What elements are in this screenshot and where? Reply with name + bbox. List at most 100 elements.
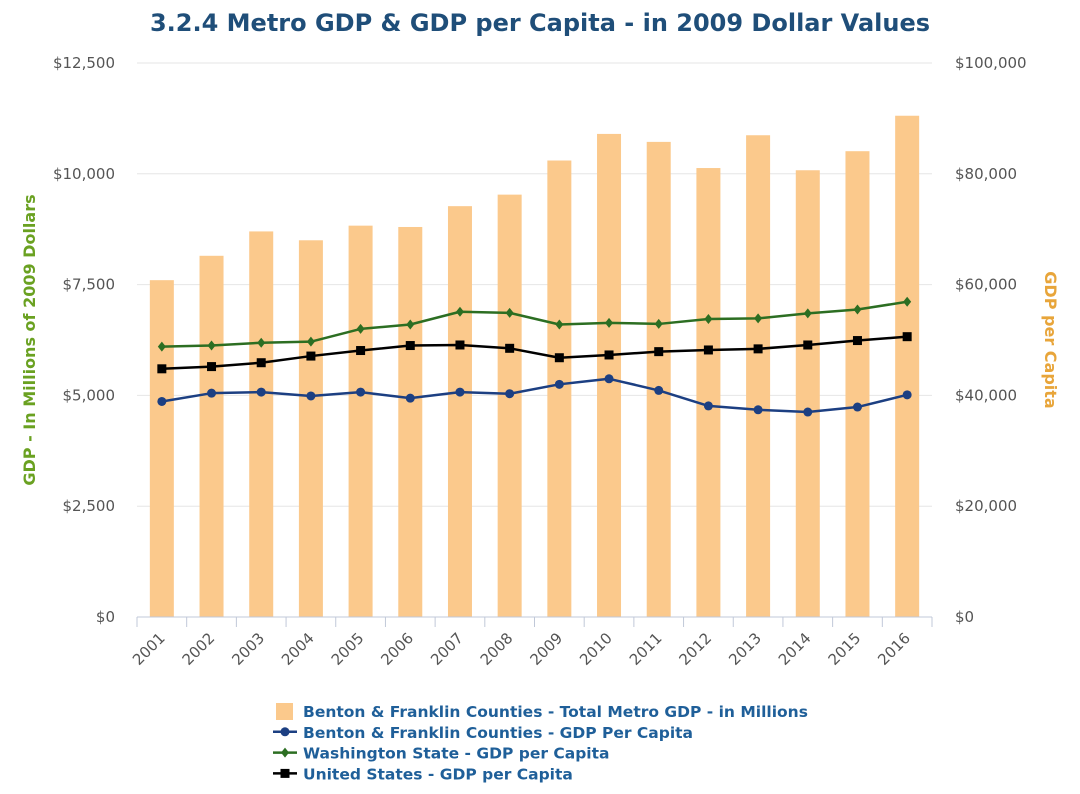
bar xyxy=(845,151,870,618)
data-point xyxy=(654,318,663,329)
data-point xyxy=(455,387,465,397)
series-line xyxy=(161,335,908,371)
data-point xyxy=(803,340,813,350)
y-left-tick-label: $7,500 xyxy=(63,276,116,294)
x-tick-label: 2014 xyxy=(775,629,815,669)
data-point xyxy=(257,337,266,348)
y-right-tick-label: $40,000 xyxy=(955,386,1017,404)
series-line xyxy=(161,300,908,348)
y-right-tick-label: $20,000 xyxy=(955,497,1017,515)
data-point xyxy=(554,353,564,363)
data-point xyxy=(902,332,912,342)
data-point xyxy=(207,362,217,372)
y-right-tick-label: $60,000 xyxy=(955,276,1017,294)
x-tick-label: 2001 xyxy=(129,629,169,669)
x-tick-label: 2007 xyxy=(427,629,467,669)
x-tick-label: 2003 xyxy=(228,629,268,669)
bar xyxy=(746,135,771,618)
data-point xyxy=(256,358,266,368)
data-point xyxy=(356,323,365,334)
data-point xyxy=(157,364,167,374)
legend-label: Benton & Franklin Counties - GDP Per Cap… xyxy=(303,724,693,742)
data-point xyxy=(505,343,515,353)
data-point xyxy=(852,336,862,346)
x-tick-label: 2004 xyxy=(278,629,318,669)
data-point xyxy=(405,393,415,403)
series-line xyxy=(161,377,908,414)
y-left-tick-label: $5,000 xyxy=(63,386,116,404)
bar xyxy=(398,226,423,617)
data-point xyxy=(455,306,464,317)
legend-swatch xyxy=(276,703,293,720)
data-point xyxy=(405,341,415,351)
bar xyxy=(447,206,472,617)
x-tick-label: 2012 xyxy=(676,629,716,669)
data-point xyxy=(157,341,166,352)
data-point xyxy=(256,387,266,397)
x-tick-label: 2009 xyxy=(526,629,566,669)
data-point xyxy=(306,391,316,401)
x-tick-label: 2005 xyxy=(328,629,368,669)
axes: $0 $2,500 $5,000 $7,500 $10,000 $12,500 $0 $20,… xyxy=(53,54,1027,669)
legend-label: Benton & Franklin Counties - Total Metro… xyxy=(303,703,808,721)
data-point xyxy=(505,307,514,318)
bar xyxy=(149,280,174,617)
data-point xyxy=(753,405,763,415)
data-point xyxy=(703,401,713,411)
x-tick-label: 2006 xyxy=(377,629,417,669)
data-point xyxy=(902,390,912,400)
bar xyxy=(348,225,373,617)
data-point xyxy=(356,387,366,397)
data-point xyxy=(356,346,366,356)
bar xyxy=(497,194,522,617)
data-point xyxy=(753,344,763,354)
bar xyxy=(199,255,224,618)
data-point xyxy=(555,319,564,330)
legend-label: United States - GDP per Capita xyxy=(303,765,573,783)
data-point xyxy=(852,402,862,412)
chart-title: 3.2.4 Metro GDP & GDP per Capita - in 20… xyxy=(150,9,930,37)
data-point xyxy=(207,388,217,398)
y-left-tick-label: $0 xyxy=(96,608,115,626)
data-point xyxy=(654,347,664,357)
x-tick-label: 2010 xyxy=(576,629,616,669)
data-point xyxy=(207,340,216,351)
data-point xyxy=(505,389,515,399)
legend-label: Washington State - GDP per Capita xyxy=(303,745,609,763)
x-tick-label: 2011 xyxy=(626,629,666,669)
y-left-tick-label: $12,500 xyxy=(53,54,115,72)
y-right-tick-label: $0 xyxy=(955,608,974,626)
data-point xyxy=(604,374,614,384)
y-right-tick-label: $80,000 xyxy=(955,165,1017,183)
data-point xyxy=(157,396,167,406)
data-point xyxy=(853,304,862,315)
x-tick-label: 2002 xyxy=(179,629,219,669)
data-point xyxy=(406,319,415,330)
y-axis-right-label: GDP per Capita xyxy=(1041,271,1060,408)
data-point xyxy=(605,317,614,328)
x-tick-label: 2013 xyxy=(725,629,765,669)
bar xyxy=(298,240,323,617)
bar xyxy=(795,170,820,617)
data-point xyxy=(306,351,316,361)
data-point xyxy=(903,296,912,307)
y-axis-left-label: GDP - In Millions of 2009 Dollars xyxy=(20,194,39,485)
bar xyxy=(696,168,721,618)
y-left-tick-label: $10,000 xyxy=(53,165,115,183)
x-tick-label: 2008 xyxy=(477,629,517,669)
legend: Benton & Franklin Counties - Total Metro… xyxy=(273,703,808,783)
x-tick-label: 2016 xyxy=(874,629,914,669)
legend-marker xyxy=(281,747,289,758)
data-point xyxy=(455,340,465,350)
legend-marker xyxy=(280,768,290,778)
data-point xyxy=(703,345,713,355)
bar xyxy=(646,141,671,618)
bar xyxy=(249,231,274,617)
data-point xyxy=(554,379,564,389)
data-point xyxy=(803,407,813,417)
bar-series xyxy=(149,115,920,618)
data-point xyxy=(704,313,713,324)
legend-marker xyxy=(280,727,290,737)
